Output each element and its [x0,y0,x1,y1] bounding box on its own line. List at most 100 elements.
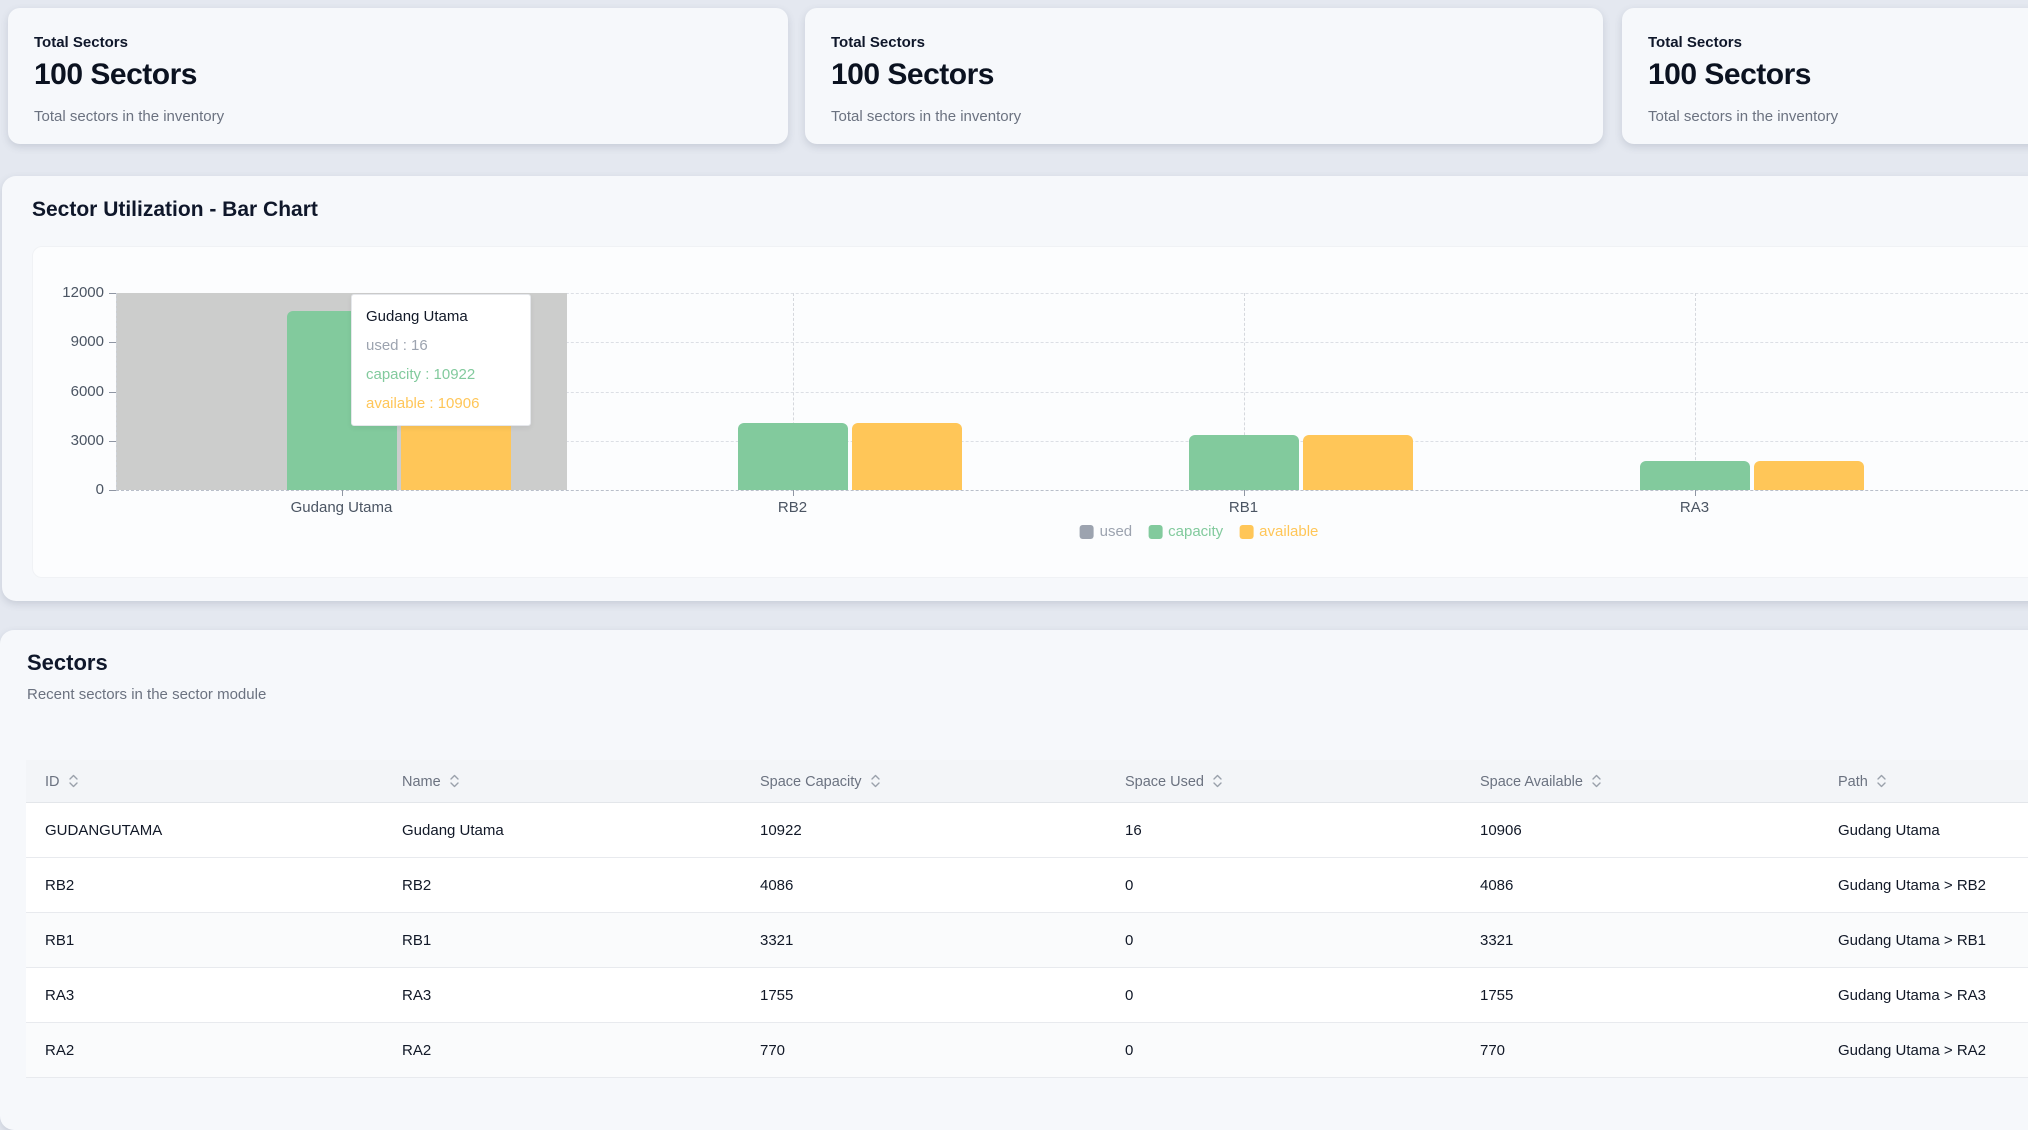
x-axis-tick [792,490,794,496]
legend-item-capacity[interactable]: capacity [1148,523,1223,540]
table-cell: 3321 [741,912,1106,968]
table-cell: Gudang Utama > RA2 [1819,1022,2028,1078]
stat-card-total-sectors-1: Total Sectors 100 Sectors Total sectors … [8,8,788,144]
x-axis-category-label: Gudang Utama [290,499,393,516]
table-cell: RB2 [383,857,741,913]
y-axis-tick [109,391,116,393]
bar-capacity-RB1[interactable] [1188,435,1299,490]
legend-label-available: available [1259,523,1319,540]
bar-capacity-RA3[interactable] [1639,461,1750,490]
table-cell: 770 [741,1022,1106,1078]
stat-card-description: Total sectors in the inventory [831,108,1022,125]
column-header-label: Space Available [1480,773,1583,790]
table-cell: GUDANGUTAMA [26,802,383,858]
tooltip-line-used: used : 16 [366,337,428,354]
table-cell: 4086 [741,857,1106,913]
sector-utilization-card: Sector Utilization - Bar Chart 0 3000 6000… [2,176,2028,601]
sectors-subtitle: Recent sectors in the sector module [27,686,267,703]
table-cell: RA2 [26,1022,383,1078]
table-cell: 10906 [1461,802,1819,858]
x-axis-category-label: RB2 [777,499,808,516]
legend-swatch-capacity [1148,524,1163,539]
gridline-horizontal [116,391,2028,393]
bar-available-RB2[interactable] [851,422,962,490]
column-header-label: Space Used [1125,773,1204,790]
sort-icon [1592,774,1601,787]
column-header-space-available[interactable]: Space Available [1461,760,1819,803]
table-cell: 0 [1106,1022,1461,1078]
chart-tooltip: Gudang Utama used : 16 capacity : 10922 av… [351,294,531,426]
sort-icon [68,774,78,787]
tooltip-title: Gudang Utama [366,308,468,325]
table-cell: 0 [1106,967,1461,1023]
stat-card-value: 100 Sectors [1648,58,1811,91]
y-axis-tick-label: 6000 [70,382,104,400]
column-header-space-used[interactable]: Space Used [1106,760,1461,803]
gridline-horizontal [116,440,2028,442]
table-cell: Gudang Utama [1819,802,2028,858]
column-header-name[interactable]: Name [383,760,741,803]
sectors-card: Sectors Recent sectors in the sector mod… [0,630,2028,1130]
column-header-label: ID [45,773,60,790]
y-axis-tick-label: 9000 [70,333,104,351]
table-cell: 16 [1106,802,1461,858]
legend-item-used[interactable]: used [1079,523,1132,540]
stat-card-description: Total sectors in the inventory [1648,108,1839,125]
table-row-GUDANGUTAMA: GUDANGUTAMA Gudang Utama 10922 16 10906 Gudan… [26,802,2028,858]
table-cell: RB1 [383,912,741,968]
stat-card-value: 100 Sectors [831,58,994,91]
stat-card-total-sectors-3: Total Sectors 100 Sectors Total sectors … [1622,8,2028,144]
gridline-vertical [1694,293,1696,490]
stat-card-title: Total Sectors [34,34,128,51]
y-axis-tick [109,293,116,294]
y-axis-tick-label: 0 [95,481,104,498]
column-header-label: Space Capacity [760,773,862,790]
table-cell: 0 [1106,857,1461,913]
sort-icon [870,774,880,787]
table-cell: 3321 [1461,912,1819,968]
sectors-title: Sectors [27,650,108,675]
table-cell: 1755 [741,967,1106,1023]
x-axis-tick [1694,490,1696,496]
stat-card-description: Total sectors in the inventory [34,108,225,125]
stat-card-value: 100 Sectors [34,58,197,91]
tooltip-line-available: available : 10906 [366,395,480,412]
column-header-label: Path [1838,773,1868,790]
x-axis-tick [341,490,343,496]
bar-available-RA3[interactable] [1753,461,1864,490]
sectors-table: ID Name Space Capacity Space Used Space Avai… [26,760,2028,1078]
x-axis-tick [1243,490,1245,496]
gridline-vertical [792,293,794,490]
gridline-horizontal [116,293,2028,294]
column-header-space-capacity[interactable]: Space Capacity [741,760,1106,803]
table-row-RB1: RB1 RB1 3321 0 3321 Gudang Utama > RB1 [26,912,2028,968]
table-header-row: ID Name Space Capacity Space Used Space Avai… [26,760,2028,803]
table-cell: Gudang Utama > RA3 [1819,967,2028,1023]
y-axis-tick-label: 12000 [62,284,104,301]
table-row-RA2: RA2 RA2 770 0 770 Gudang Utama > RA2 [26,1022,2028,1078]
bar-capacity-RB2[interactable] [737,422,848,490]
column-header-id[interactable]: ID [26,760,383,803]
y-axis-tick [109,342,116,344]
table-cell: Gudang Utama > RB1 [1819,912,2028,968]
table-cell: 0 [1106,912,1461,968]
sort-icon [449,774,459,787]
sort-icon [1877,774,1886,787]
gridline-vertical [1243,293,1245,490]
sort-icon [1213,774,1222,787]
table-cell: RB2 [26,857,383,913]
legend-swatch-used [1079,524,1094,539]
bar-available-RB1[interactable] [1302,435,1413,490]
table-cell: 10922 [741,802,1106,858]
stat-card-total-sectors-2: Total Sectors 100 Sectors Total sectors … [805,8,1603,144]
y-axis-tick [109,490,116,491]
x-axis-category-label: RB1 [1228,499,1259,516]
table-cell: Gudang Utama [383,802,741,858]
column-header-path[interactable]: Path [1819,760,2028,803]
legend-item-available[interactable]: available [1239,523,1318,540]
legend-label-capacity: capacity [1168,523,1224,540]
y-axis-line [116,293,117,490]
table-cell: 1755 [1461,967,1819,1023]
x-axis-category-label: RA3 [1679,499,1710,516]
stat-card-title: Total Sectors [831,34,925,51]
